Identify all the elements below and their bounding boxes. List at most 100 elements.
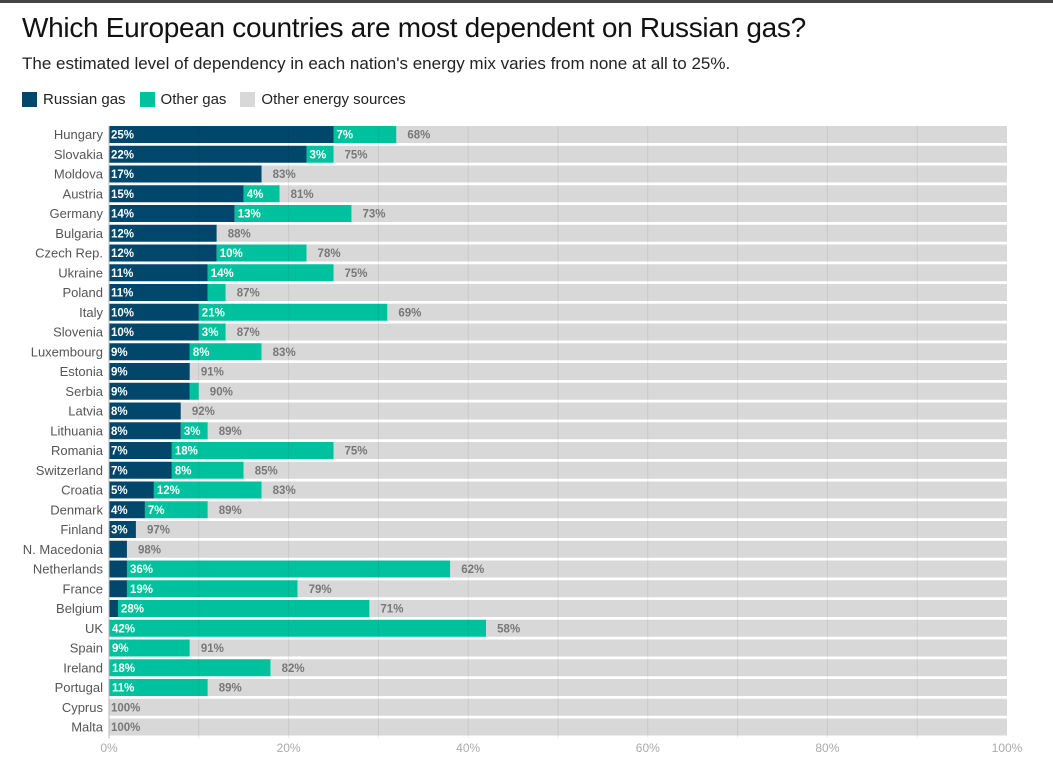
category-label: Ukraine	[58, 265, 103, 280]
bar-other-energy-sources	[396, 126, 1007, 143]
bar-other-energy-sources	[207, 679, 1007, 696]
value-label-other-energy: 75%	[345, 149, 368, 161]
bar-russian-gas	[109, 185, 244, 203]
bar-other-gas	[333, 126, 397, 143]
category-label: Slovakia	[54, 147, 104, 162]
category-label: Slovenia	[53, 325, 104, 340]
bar-other-gas	[126, 580, 298, 598]
category-label: Austria	[63, 186, 104, 201]
bar-russian-gas	[109, 284, 208, 301]
value-label-russian: 12%	[111, 248, 134, 260]
value-label-other-energy: 75%	[345, 446, 368, 458]
value-label-other-energy: 81%	[291, 189, 314, 201]
bar-other-energy-sources	[261, 481, 1007, 499]
bar-other-gas	[126, 560, 451, 578]
value-label-russian: 5%	[111, 485, 128, 497]
legend-item-other-gas: Other gas	[139, 91, 227, 108]
value-label-other-energy: 85%	[255, 465, 278, 477]
bar-russian-gas	[109, 343, 190, 361]
bar-other-energy-sources	[198, 382, 1008, 400]
value-label-other-energy: 89%	[219, 505, 242, 517]
bar-other-energy-sources	[109, 698, 1007, 716]
value-label-other-energy: 58%	[497, 623, 520, 635]
legend-label: Other gas	[160, 91, 227, 108]
value-label-russian: 11%	[111, 268, 133, 280]
value-label-other-energy: 91%	[201, 643, 224, 655]
bar-other-energy-sources	[207, 501, 1007, 519]
bar-russian-gas	[109, 323, 199, 341]
value-label-other-energy: 92%	[192, 406, 215, 418]
bar-other-energy-sources	[351, 205, 1008, 222]
value-label-other-energy: 62%	[461, 564, 484, 576]
category-label: Netherlands	[33, 562, 104, 577]
bar-other-gas	[207, 284, 226, 301]
value-label-other-energy: 100%	[111, 722, 140, 734]
value-label-other-energy: 82%	[282, 663, 305, 675]
category-label: Latvia	[68, 404, 103, 419]
bar-other-energy-sources	[189, 363, 1007, 380]
top-rule	[0, 0, 1053, 3]
category-label: UK	[85, 621, 103, 636]
chart-subtitle: The estimated level of dependency in eac…	[22, 54, 731, 73]
bar-russian-gas	[109, 224, 217, 242]
value-label-russian: 10%	[111, 327, 134, 339]
bar-other-energy-sources	[333, 145, 1007, 163]
x-tick-label: 60%	[636, 741, 660, 755]
bar-other-gas	[109, 639, 190, 657]
bar-russian-gas	[109, 422, 181, 440]
bar-other-energy-sources	[333, 442, 1007, 459]
bar-other-gas	[171, 442, 334, 459]
category-label: Serbia	[65, 384, 103, 399]
value-label-other-gas: 14%	[211, 268, 234, 280]
chart-title: Which European countries are most depend…	[22, 12, 806, 43]
value-label-other-energy: 87%	[237, 288, 260, 300]
value-label-russian: 17%	[111, 169, 134, 181]
bar-russian-gas	[109, 303, 199, 321]
bar-other-energy-sources	[189, 639, 1007, 657]
value-label-other-energy: 69%	[398, 307, 421, 319]
legend-swatch	[22, 92, 37, 107]
value-label-other-energy: 75%	[345, 268, 368, 280]
category-label: Romania	[51, 443, 104, 458]
bar-other-gas	[117, 600, 370, 617]
bar-russian-gas	[109, 481, 154, 499]
category-label: Italy	[79, 305, 103, 320]
bar-other-gas	[171, 461, 244, 479]
category-label: Moldova	[54, 167, 104, 182]
category-label: Hungary	[54, 127, 104, 142]
bar-other-gas	[189, 382, 199, 400]
bar-other-energy-sources	[270, 659, 1007, 677]
value-label-other-energy: 71%	[380, 604, 403, 616]
value-label-other-energy: 83%	[273, 485, 296, 497]
bar-other-energy-sources	[369, 600, 1007, 617]
x-tick-label: 20%	[277, 741, 301, 755]
bar-other-energy-sources	[261, 165, 1007, 183]
value-label-other-gas: 28%	[121, 604, 144, 616]
legend-label: Russian gas	[43, 91, 126, 108]
value-label-other-gas: 8%	[193, 347, 210, 359]
value-label-russian: 25%	[111, 130, 134, 142]
value-label-other-gas: 18%	[112, 663, 135, 675]
bar-other-gas	[189, 343, 262, 361]
legend-item-other-energy: Other energy sources	[240, 91, 406, 108]
bar-other-energy-sources	[225, 323, 1008, 341]
bar-russian-gas	[109, 402, 181, 420]
bar-russian-gas	[109, 244, 217, 262]
category-label: Ireland	[63, 660, 103, 675]
bar-other-gas	[109, 619, 487, 637]
bar-other-energy-sources	[207, 422, 1007, 440]
bar-russian-gas	[109, 165, 262, 183]
value-label-other-gas: 8%	[175, 465, 192, 477]
value-label-russian: 8%	[111, 426, 128, 438]
bar-russian-gas	[109, 264, 208, 282]
value-label-other-energy: 100%	[111, 702, 140, 714]
category-label: Finland	[60, 522, 103, 537]
value-label-other-energy: 68%	[407, 130, 430, 142]
bar-russian-gas	[109, 442, 172, 459]
value-label-other-gas: 12%	[157, 485, 180, 497]
category-label: Estonia	[60, 364, 104, 379]
value-label-other-gas: 9%	[112, 643, 129, 655]
category-label: Cyprus	[62, 700, 104, 715]
bar-other-energy-sources	[450, 560, 1007, 578]
value-label-russian: 12%	[111, 228, 134, 240]
